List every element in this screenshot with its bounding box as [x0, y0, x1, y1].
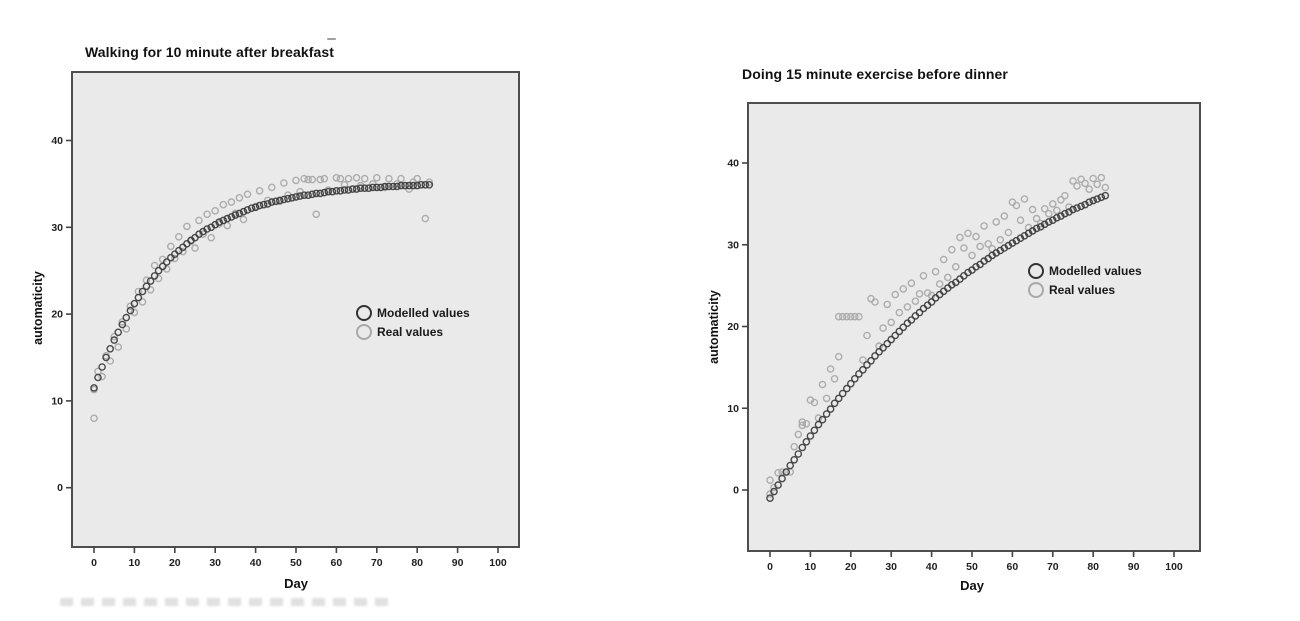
svg-text:20: 20 [727, 321, 739, 333]
left-chart-title: Walking for 10 minute after breakfast [85, 44, 335, 60]
svg-text:0: 0 [733, 485, 739, 497]
svg-text:60: 60 [1007, 561, 1019, 573]
svg-text:40: 40 [727, 158, 739, 170]
svg-text:100: 100 [489, 557, 507, 569]
legend-label-modelled: Modelled values [1049, 263, 1142, 278]
svg-text:30: 30 [885, 561, 897, 573]
svg-text:20: 20 [169, 557, 181, 569]
left-chart-legend: Modelled values Real values [356, 303, 470, 341]
plot-area-0: 0 10 20 30 40 0 10 20 30 40 50 60 70 80 90 100 [51, 71, 520, 569]
svg-text:100: 100 [1165, 561, 1183, 573]
right-chart-title: Doing 15 minute exercise before dinner [742, 66, 1008, 82]
svg-text:90: 90 [1128, 561, 1140, 573]
svg-text:10: 10 [805, 561, 817, 573]
cropped-illegible-caption-artifact [60, 598, 390, 606]
svg-text:0: 0 [767, 561, 773, 573]
svg-text:40: 40 [51, 135, 63, 147]
svg-text:40: 40 [250, 557, 262, 569]
real-values-marker-icon [1028, 281, 1044, 298]
legend-label-modelled: Modelled values [377, 305, 470, 320]
svg-text:50: 50 [966, 561, 978, 573]
plot-area-1: 0 10 20 30 40 0 10 20 30 40 50 60 70 80 90 100 [727, 102, 1201, 573]
svg-text:10: 10 [727, 403, 739, 415]
legend-item-modelled: Modelled values [1028, 261, 1142, 280]
svg-text:0: 0 [91, 557, 97, 569]
right-chart-legend: Modelled values Real values [1028, 261, 1142, 299]
legend-item-modelled: Modelled values [356, 303, 470, 322]
right-y-axis-label: automaticity [707, 290, 721, 364]
stray-mark-artifact [327, 38, 336, 40]
right-x-axis-label: Day [960, 578, 984, 593]
svg-text:60: 60 [331, 557, 343, 569]
svg-text:70: 70 [1047, 561, 1059, 573]
svg-text:50: 50 [290, 557, 302, 569]
legend-item-real: Real values [1028, 280, 1142, 299]
modelled-values-marker-icon [356, 304, 372, 321]
svg-text:30: 30 [51, 222, 63, 234]
modelled-values-marker-icon [1028, 262, 1044, 279]
svg-text:10: 10 [51, 395, 63, 407]
svg-text:70: 70 [371, 557, 383, 569]
left-x-axis-label: Day [284, 576, 308, 591]
svg-text:90: 90 [452, 557, 464, 569]
svg-text:10: 10 [129, 557, 141, 569]
svg-text:80: 80 [411, 557, 423, 569]
legend-label-real: Real values [1049, 282, 1116, 297]
real-values-marker-icon [356, 323, 372, 340]
svg-text:0: 0 [57, 482, 63, 494]
svg-text:30: 30 [209, 557, 221, 569]
svg-text:30: 30 [727, 239, 739, 251]
svg-text:20: 20 [845, 561, 857, 573]
legend-label-real: Real values [377, 324, 444, 339]
svg-text:40: 40 [926, 561, 938, 573]
svg-text:20: 20 [51, 309, 63, 321]
svg-text:80: 80 [1087, 561, 1099, 573]
legend-item-real: Real values [356, 322, 470, 341]
left-y-axis-label: automaticity [31, 271, 45, 345]
